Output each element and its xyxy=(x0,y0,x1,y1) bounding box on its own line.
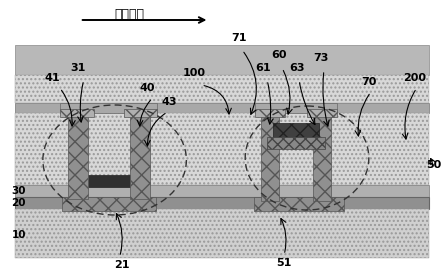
Bar xyxy=(254,197,344,211)
Bar xyxy=(255,103,337,113)
Text: 100: 100 xyxy=(183,68,206,78)
Text: 10: 10 xyxy=(12,230,26,240)
Text: 61: 61 xyxy=(255,63,271,73)
Bar xyxy=(15,197,429,209)
Text: 第一方向: 第一方向 xyxy=(115,7,144,20)
Text: 20: 20 xyxy=(12,198,26,208)
Bar xyxy=(15,103,429,113)
Bar xyxy=(255,109,285,117)
Bar xyxy=(15,45,429,75)
Text: 21: 21 xyxy=(114,260,129,270)
Text: 71: 71 xyxy=(232,33,247,43)
Bar xyxy=(124,109,158,117)
Bar xyxy=(130,113,150,199)
Bar xyxy=(15,75,429,103)
Bar xyxy=(62,197,156,211)
Bar xyxy=(15,113,429,185)
Bar xyxy=(15,209,429,258)
Bar xyxy=(86,175,136,187)
Text: 31: 31 xyxy=(70,63,85,73)
Bar xyxy=(273,123,319,137)
Text: 200: 200 xyxy=(403,73,426,83)
Bar xyxy=(261,113,279,201)
Bar xyxy=(307,109,337,117)
Bar xyxy=(267,137,325,149)
Text: 51: 51 xyxy=(276,258,292,268)
Bar xyxy=(15,185,429,197)
Bar xyxy=(68,113,88,199)
Text: 41: 41 xyxy=(44,73,60,83)
Text: 30: 30 xyxy=(12,186,26,196)
Text: 43: 43 xyxy=(162,97,177,107)
Text: 73: 73 xyxy=(313,53,329,63)
Text: 60: 60 xyxy=(272,50,287,60)
Bar xyxy=(60,103,158,113)
Bar xyxy=(60,109,94,117)
Text: 50: 50 xyxy=(426,160,441,170)
Text: 70: 70 xyxy=(361,77,377,87)
Bar xyxy=(313,113,331,201)
Text: 40: 40 xyxy=(140,83,155,93)
Text: 63: 63 xyxy=(289,63,305,73)
